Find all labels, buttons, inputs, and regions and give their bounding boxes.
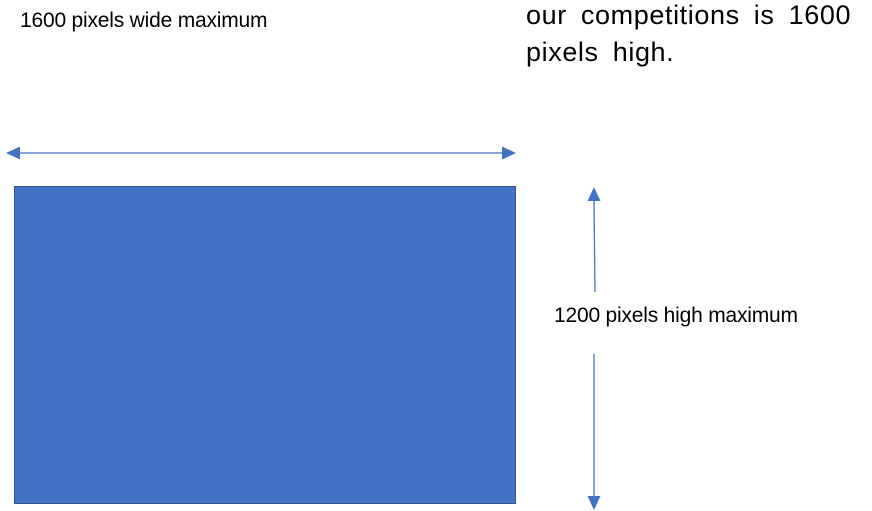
width-arrow-left-head — [6, 146, 20, 160]
height-label: 1200 pixels high maximum — [554, 304, 798, 327]
width-label: 1600 pixels wide maximum — [20, 9, 268, 32]
height-arrow-up-head — [587, 187, 601, 201]
height-arrow-upper-shaft — [593, 199, 596, 293]
height-arrow-down-head — [587, 496, 601, 510]
paragraph-line-1: our competitions is 1600 — [526, 0, 852, 30]
paragraph-line-2: pixels high. — [526, 37, 675, 67]
image-size-rectangle — [14, 186, 516, 504]
width-arrow-right-head — [502, 146, 516, 160]
horizontal-width-arrow — [6, 146, 516, 160]
vertical-height-arrow — [587, 187, 601, 510]
